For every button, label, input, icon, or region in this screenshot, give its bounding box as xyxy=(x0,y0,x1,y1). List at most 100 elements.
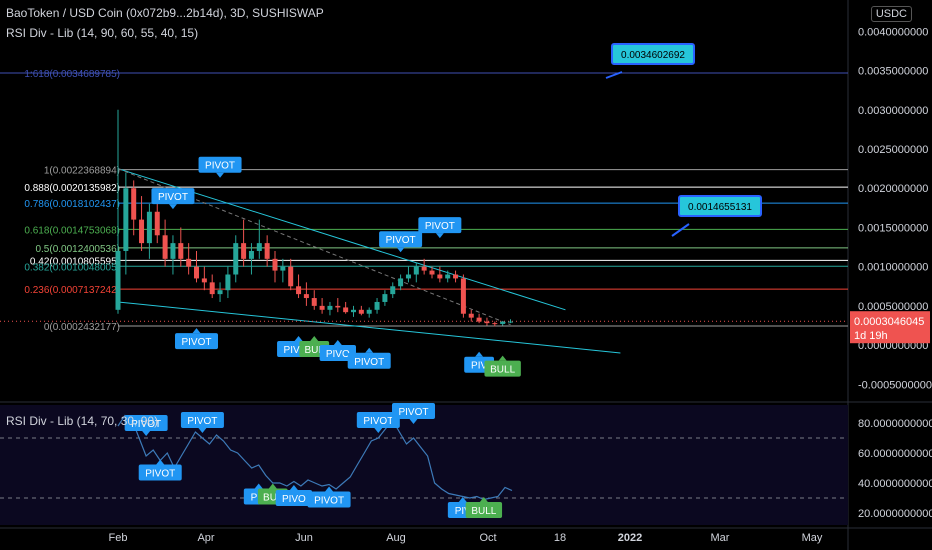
price-tick-label: 0.0040000000 xyxy=(858,26,928,38)
callout-label: 0.0014655131 xyxy=(688,202,752,213)
candle-body xyxy=(500,321,506,324)
candle-body xyxy=(413,266,419,275)
price-signal-box xyxy=(379,231,423,248)
candle-body xyxy=(186,258,192,267)
fib-level-label: 0.5(0.0012400536) xyxy=(35,244,120,255)
indicator-main-label: RSI Div - Lib (14, 90, 60, 55, 40, 15) xyxy=(6,26,199,40)
candle-body xyxy=(460,278,466,314)
candle-body xyxy=(351,309,356,313)
candle-body xyxy=(445,274,451,279)
rsi-signal-pointer xyxy=(374,428,383,433)
candle-body xyxy=(139,219,145,244)
countdown-label: 1d 19h xyxy=(854,330,888,342)
fib-level-label: 0(0.0002432177) xyxy=(44,322,120,333)
price-tick-label: 0.0035000000 xyxy=(858,66,928,78)
price-signal-pointer xyxy=(435,233,444,239)
candle-body xyxy=(405,274,411,279)
rsi-signal-label: PIVOT xyxy=(363,416,393,427)
candle-body xyxy=(303,294,309,299)
time-tick-label: Feb xyxy=(109,532,128,544)
price-signal-box xyxy=(151,188,195,205)
candle-body xyxy=(508,321,513,323)
candle-body xyxy=(280,266,286,271)
price-signal-label: PIVOT xyxy=(425,221,455,232)
rsi-signal-box xyxy=(392,403,435,419)
candle-body xyxy=(256,243,262,251)
rsi-signal: BULL xyxy=(465,497,503,518)
rsi-tick-label: 20.0000000000 xyxy=(858,508,932,520)
price-signal-pointer xyxy=(216,172,225,178)
price-signal: PIVO xyxy=(319,339,356,361)
candle-body xyxy=(115,250,121,310)
rsi-signal-pointer xyxy=(289,485,298,490)
rsi-line xyxy=(117,414,513,501)
fib-level-label: 1:618(0.0034689785) xyxy=(24,69,120,80)
price-signal-pointer xyxy=(168,204,177,210)
candle-body xyxy=(264,243,270,259)
rsi-signal-pointer xyxy=(254,483,263,489)
candle-body xyxy=(319,305,325,310)
rsi-signal-label: PIVOT xyxy=(145,469,175,480)
price-signal: PIVOT xyxy=(151,188,195,210)
price-signal-box xyxy=(347,352,391,369)
candle-body xyxy=(390,286,396,295)
price-signal-label: PIVOT xyxy=(181,337,211,348)
last-price-label: 0.0003046045 xyxy=(854,316,924,328)
time-tick-label: 2022 xyxy=(618,532,642,544)
candle-body xyxy=(453,274,459,279)
fib-level-label: 0.888(0.0020135982) xyxy=(24,183,120,194)
callout-pointer xyxy=(605,71,623,79)
time-tick-label: May xyxy=(802,532,823,544)
price-signal-label: BULL xyxy=(490,365,515,376)
price-signal-label: PIVOT xyxy=(386,235,416,246)
candle-body xyxy=(421,266,427,271)
price-signal-label: PIVO xyxy=(326,349,350,360)
price-signal: PIVOT xyxy=(347,347,391,369)
price-tick-label: 0.0010000000 xyxy=(858,262,928,274)
fib-level-label: 0.236(0.0007137242) xyxy=(24,285,120,296)
fib-level-label: 0.786(0.0018102437) xyxy=(24,199,120,210)
rsi-signal: PIVOT xyxy=(124,415,168,436)
candle-body xyxy=(468,313,474,318)
rsi-signal-pointer xyxy=(479,497,488,502)
candle-body xyxy=(398,278,404,287)
candle-body xyxy=(429,270,435,275)
lower-trendline xyxy=(117,301,621,354)
time-tick-label: Apr xyxy=(197,532,214,544)
rsi-signal-pointer xyxy=(325,486,334,492)
price-signal: PIVOT xyxy=(418,217,462,239)
indicator-sub-label: RSI Div - Lib (14, 70, 30, 90) xyxy=(6,414,159,428)
rsi-signal-label: PIVO xyxy=(282,494,306,505)
price-signal-box xyxy=(319,344,356,361)
rsi-signal-box xyxy=(124,415,168,431)
rsi-tick-label: 60.0000000000 xyxy=(858,448,932,460)
rsi-signal-box xyxy=(307,491,351,508)
candle-body xyxy=(123,188,129,251)
candle-body xyxy=(374,301,380,310)
rsi-signal: PIVOT xyxy=(180,412,224,433)
price-signal-pointer xyxy=(294,336,303,342)
candle-body xyxy=(131,188,137,220)
rsi-signal-pointer xyxy=(142,431,151,436)
currency-button[interactable]: USDC xyxy=(870,6,912,22)
price-signal-pointer xyxy=(365,347,374,353)
callout-label: 0.0034602692 xyxy=(621,50,685,61)
time-tick-label: 18 xyxy=(554,532,566,544)
price-signal: BULL xyxy=(484,355,521,377)
rsi-signal-pointer xyxy=(409,419,418,424)
candle-body xyxy=(327,305,333,310)
candle-body xyxy=(437,274,443,279)
price-signal-pointer xyxy=(498,355,507,361)
price-tick-label: 0.0025000000 xyxy=(858,144,928,156)
rsi-signal: PIVOT xyxy=(138,459,182,481)
price-signal-box xyxy=(198,156,242,173)
rsi-signal-pointer xyxy=(268,483,277,489)
rsi-signal-box xyxy=(275,490,313,506)
rsi-signal-label: PIVOT xyxy=(131,419,161,430)
time-tick-label: Jun xyxy=(295,532,313,544)
candle-body xyxy=(209,282,215,295)
callout-box xyxy=(611,43,695,65)
candle-body xyxy=(201,278,207,283)
candle-body xyxy=(170,243,176,259)
